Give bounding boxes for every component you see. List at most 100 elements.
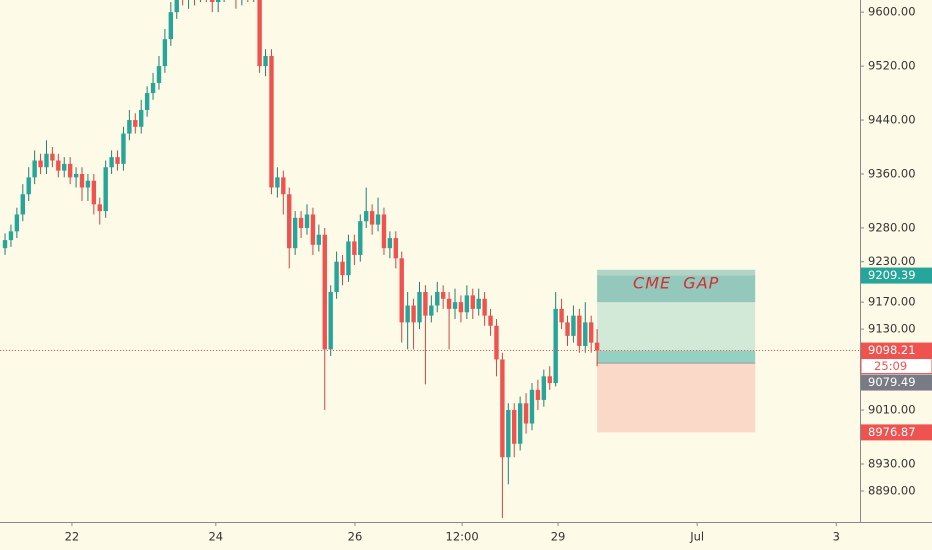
candle-body	[269, 55, 274, 188]
candle-body	[594, 342, 600, 351]
candle-body	[168, 12, 174, 40]
candle-body	[512, 410, 517, 444]
candle-body	[38, 160, 43, 168]
candle-body	[452, 302, 458, 309]
candle-body	[310, 214, 316, 245]
candle-body	[281, 177, 286, 195]
y-tick-label: 9520.00	[868, 59, 916, 73]
open-pnl-zone	[597, 350, 756, 364]
candle-body	[411, 305, 416, 323]
candle-body	[364, 211, 369, 222]
candle-body	[346, 241, 351, 276]
last-price-label: 9098.21	[868, 343, 916, 357]
candle-body	[369, 211, 375, 225]
candle-body	[91, 180, 97, 205]
candle-body	[458, 302, 464, 313]
candle-body	[577, 315, 582, 346]
x-tick-label: 3	[833, 530, 840, 544]
candle-body	[571, 315, 576, 336]
candle-body	[67, 163, 73, 178]
candle-body	[583, 322, 588, 346]
candle-body	[144, 93, 150, 110]
candle-body	[85, 180, 91, 188]
y-tick-label: 9360.00	[868, 167, 916, 181]
candle-body	[588, 322, 594, 343]
gap-label: CME GAP	[633, 273, 719, 292]
candle-body	[26, 177, 31, 195]
candle-body	[210, 0, 215, 3]
candle-body	[470, 295, 475, 309]
candle-body	[529, 389, 535, 424]
candle-body	[423, 292, 428, 316]
candle-body	[547, 376, 552, 384]
candle-body	[156, 66, 162, 83]
candle-body	[517, 403, 523, 444]
candle-body	[79, 174, 85, 188]
candle-body	[275, 177, 280, 188]
x-tick-label: 12:00	[446, 530, 479, 544]
candle-body	[358, 221, 363, 255]
candle-body	[8, 231, 14, 241]
y-tick-label: 8930.00	[868, 457, 916, 471]
candle-body	[399, 258, 404, 323]
candle-body	[381, 214, 387, 249]
candle-body	[322, 234, 327, 350]
plot-area: CME GAP	[2, 0, 756, 518]
candle-body	[334, 261, 339, 293]
y-tick-label: 9600.00	[868, 5, 916, 19]
candle-body	[387, 238, 393, 249]
candle-body	[440, 292, 446, 299]
x-tick-label: 29	[551, 530, 566, 544]
y-tick-label: 8890.00	[868, 483, 916, 497]
x-tick-label: 22	[65, 530, 80, 544]
candle-body	[139, 109, 144, 127]
candle-body	[115, 157, 120, 164]
candle-body	[133, 120, 138, 127]
candle-body	[494, 325, 499, 360]
candle-body	[121, 133, 126, 164]
candle-body	[328, 292, 333, 350]
candle-body	[500, 359, 505, 458]
candle-body	[109, 157, 114, 168]
candle-body	[174, 0, 179, 13]
candle-body	[263, 55, 268, 67]
candle-body	[150, 82, 156, 94]
entry-price-label: 9079.49	[868, 375, 916, 389]
candle-body	[523, 403, 529, 424]
candle-body	[429, 305, 434, 316]
candle-body	[565, 322, 570, 336]
candle-body	[298, 217, 304, 228]
x-tick-label: 24	[208, 530, 223, 544]
candle-body	[506, 410, 511, 458]
candle-body	[405, 305, 410, 323]
y-tick-label: 9440.00	[868, 113, 916, 127]
candle-body	[541, 376, 547, 400]
candle-body	[488, 315, 493, 326]
y-tick-label: 9130.00	[868, 322, 916, 336]
candle-body	[215, 0, 221, 3]
candle-body	[257, 0, 262, 67]
candle-body	[127, 120, 132, 134]
candle-body	[2, 240, 8, 249]
candle-body	[435, 292, 440, 306]
candle-body	[482, 298, 487, 316]
candle-body	[352, 241, 357, 255]
x-tick-label: Jul	[689, 530, 704, 544]
stop-zone	[597, 363, 756, 433]
stop-price-label-bg	[861, 424, 932, 441]
candle-body	[62, 163, 67, 171]
candle-body	[44, 153, 49, 168]
countdown-label: 25:09	[874, 359, 907, 373]
candle-body	[417, 292, 422, 323]
countdown-bg	[860, 358, 932, 375]
candle-body	[553, 308, 558, 384]
y-tick-label: 9170.00	[868, 295, 916, 309]
target-zone	[597, 275, 756, 364]
candle-body	[20, 194, 25, 215]
last-price-label-bg	[861, 342, 932, 359]
candle-body	[476, 298, 481, 309]
candle-body	[32, 160, 37, 178]
candle-body	[446, 298, 452, 309]
